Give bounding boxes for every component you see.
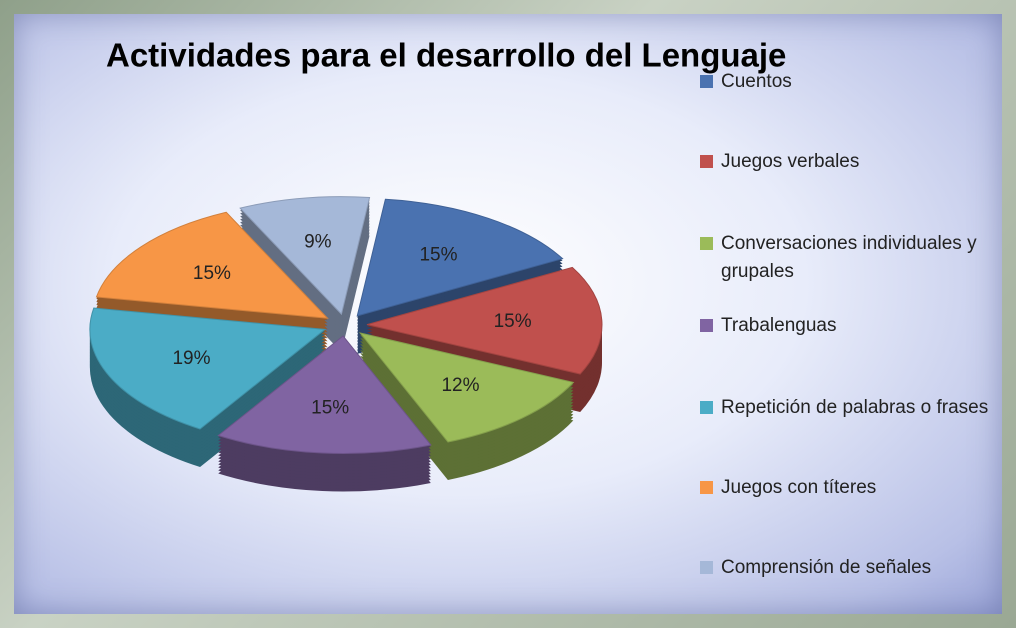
legend-label: Comprensión de señales xyxy=(721,557,932,578)
slice xyxy=(366,266,603,375)
data-label: 15% xyxy=(311,398,349,419)
legend-label: Conversaciones individuales y grupales xyxy=(721,233,977,282)
legend-label: Trabalenguas xyxy=(721,315,837,336)
slice xyxy=(358,332,575,443)
legend-label: Juegos con títeres xyxy=(721,477,877,498)
legend-label: Cuentos xyxy=(721,71,792,92)
legend-swatch xyxy=(700,319,713,332)
legend-swatch xyxy=(700,75,713,88)
chart-title: Actividades para el desarrollo del Lengu… xyxy=(106,37,786,74)
data-label: 12% xyxy=(441,375,479,396)
slice xyxy=(95,211,329,319)
slice xyxy=(356,198,564,317)
legend-label: Juegos verbales xyxy=(721,151,860,172)
legend-swatch xyxy=(700,401,713,414)
data-label: 15% xyxy=(494,311,532,332)
data-label: 15% xyxy=(193,263,231,284)
legend-swatch xyxy=(700,155,713,168)
slice xyxy=(89,307,327,430)
legend-swatch xyxy=(700,481,713,494)
legend-swatch xyxy=(700,561,713,574)
data-label: 19% xyxy=(172,348,210,369)
legend-label: Repetición de palabras o frases xyxy=(721,397,989,418)
slice xyxy=(217,335,432,454)
slice xyxy=(239,196,371,316)
legend-swatch xyxy=(700,237,713,250)
data-label: 9% xyxy=(304,231,332,252)
data-label: 15% xyxy=(419,244,457,265)
